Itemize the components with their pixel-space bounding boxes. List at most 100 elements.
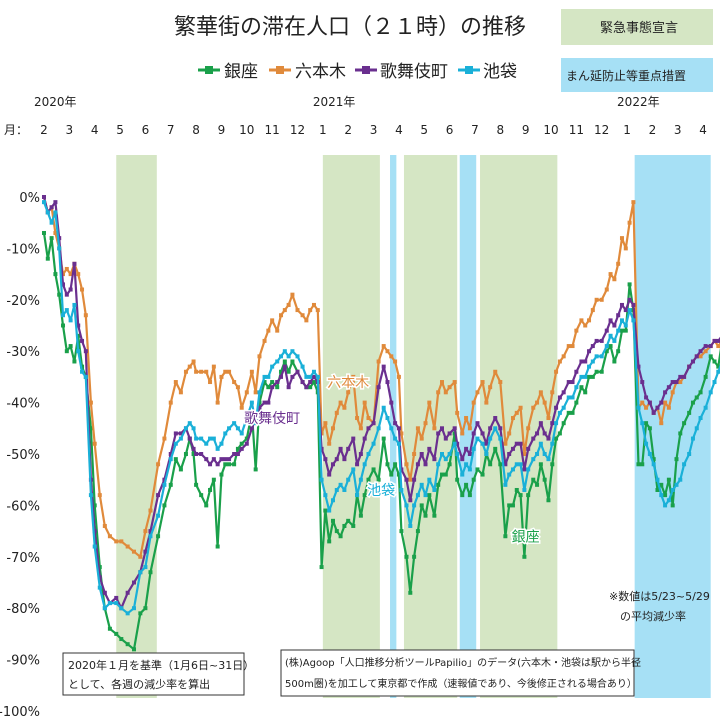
note-period: ※数値は5/23~5/29 の平均減少率 (609, 590, 710, 623)
data-point (362, 400, 367, 405)
data-point (708, 344, 713, 349)
data-point (623, 308, 628, 313)
data-point (227, 369, 232, 374)
y-tick-label: -70% (6, 551, 40, 566)
note-base-frame (62, 652, 245, 696)
data-point (143, 549, 148, 554)
data-point (432, 457, 437, 462)
data-point (690, 436, 695, 441)
data-point (162, 482, 167, 487)
data-point (644, 421, 649, 426)
data-point (211, 457, 216, 462)
data-point (659, 400, 664, 405)
data-point (640, 380, 645, 385)
y-tick-label: -80% (6, 602, 40, 617)
data-point (173, 380, 178, 385)
data-point (49, 220, 54, 225)
data-point (612, 323, 617, 328)
data-point (399, 431, 404, 436)
data-point (385, 380, 390, 385)
data-point (227, 457, 232, 462)
data-point (493, 369, 498, 374)
data-point (257, 400, 262, 405)
emergency-period-band (116, 155, 157, 698)
data-point (550, 462, 555, 467)
data-point (415, 529, 420, 534)
data-point (488, 436, 493, 441)
data-point (114, 539, 119, 544)
data-point (616, 349, 621, 354)
legend-marker-ikebukuro (465, 66, 473, 74)
data-point (455, 452, 460, 456)
data-point (389, 426, 394, 431)
series-inline-label: 銀座 (512, 529, 540, 545)
data-point (389, 354, 394, 359)
data-point (535, 431, 540, 436)
data-point (464, 482, 469, 487)
data-point (619, 236, 624, 241)
data-point (61, 323, 66, 328)
data-point (148, 570, 153, 575)
data-point (262, 400, 267, 405)
data-point (557, 395, 562, 400)
data-point (432, 513, 437, 518)
data-point (304, 374, 309, 379)
data-point (640, 400, 645, 405)
data-point (464, 446, 469, 451)
data-point (599, 369, 604, 374)
data-point (663, 400, 668, 405)
data-point (208, 487, 213, 492)
data-point (419, 503, 424, 508)
data-point (194, 436, 199, 441)
data-point (510, 446, 515, 451)
data-point (467, 452, 472, 456)
data-point (526, 426, 531, 431)
data-point (526, 467, 531, 472)
data-point (484, 452, 489, 456)
series-inline-label: 歌舞伎町 (244, 411, 300, 427)
data-point (542, 452, 547, 456)
series-3 (42, 200, 720, 616)
data-point (114, 631, 119, 636)
data-point (235, 452, 240, 456)
data-point (480, 472, 485, 477)
data-point (640, 421, 645, 426)
data-point (678, 477, 683, 482)
data-point (262, 374, 267, 379)
data-point (232, 462, 237, 467)
data-point (488, 385, 493, 390)
data-point (208, 462, 213, 467)
data-point (178, 436, 183, 441)
data-point (703, 405, 708, 410)
data-point (61, 282, 66, 287)
note-period-line-1: ※数値は5/23~5/29 (609, 590, 710, 603)
data-point (194, 452, 199, 456)
data-point (131, 647, 136, 652)
data-point (514, 441, 519, 446)
data-point (239, 405, 244, 410)
data-point (574, 400, 579, 405)
data-point (393, 436, 398, 441)
data-point (493, 416, 498, 421)
data-point (659, 421, 664, 426)
data-point (125, 590, 130, 595)
data-point (68, 287, 73, 292)
data-point (249, 369, 254, 374)
data-point (480, 431, 485, 436)
data-point (471, 431, 476, 436)
data-point (427, 493, 432, 498)
data-point (270, 380, 275, 385)
data-point (346, 477, 351, 482)
data-point (311, 369, 316, 374)
emergency-period-band (403, 155, 458, 698)
note-source-box: (株)Agoop「人口推移分析ツールPapilio」のデータ(六本木・池袋は駅か… (280, 649, 641, 697)
data-point (327, 441, 332, 446)
data-point (703, 374, 708, 379)
legend-item-ikebukuro: 池袋 (458, 62, 517, 82)
data-point (362, 462, 367, 467)
note-period-line-2: の平均減少率 (620, 609, 686, 623)
legend-item-kabukicho: 歌舞伎町 (355, 62, 448, 82)
data-point (557, 359, 562, 364)
month-label: 11 (265, 123, 280, 137)
